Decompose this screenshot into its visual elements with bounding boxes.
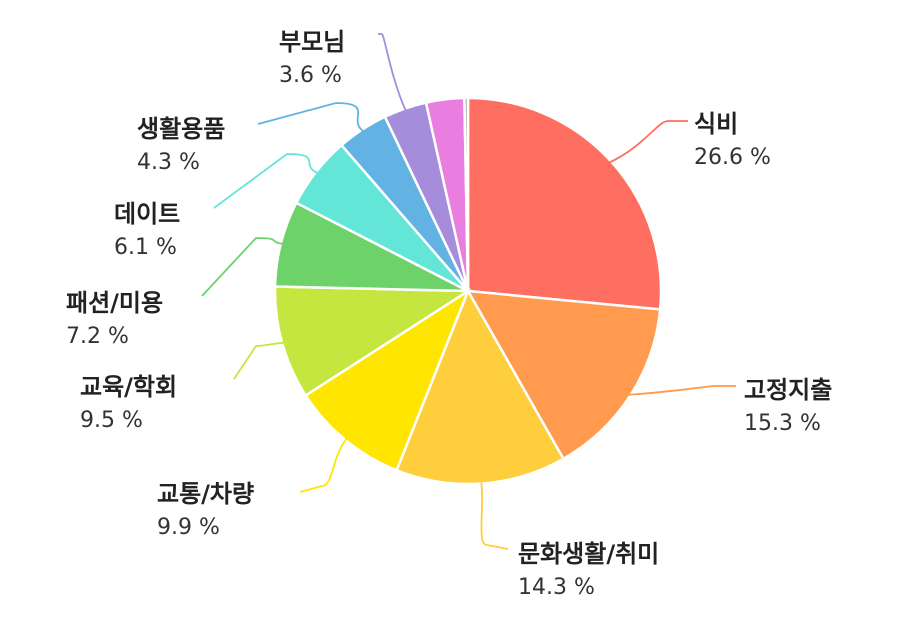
pie-slice — [465, 289, 662, 461]
leader-line — [257, 102, 364, 132]
leader-line — [628, 385, 736, 396]
leader-line — [378, 33, 407, 111]
slice-percent-label: 15.3 % — [744, 411, 821, 436]
slice-label: 교육/학회 — [80, 373, 177, 401]
pie-slice — [466, 96, 663, 311]
slice-percent-label: 14.3 % — [518, 575, 595, 600]
leader-line — [299, 437, 348, 493]
slice-percent-label: 6.1 % — [114, 235, 177, 260]
slice-label: 교통/차량 — [157, 480, 254, 508]
slice-percent-label: 3.6 % — [279, 63, 342, 88]
slice-percent-label: 9.5 % — [80, 408, 143, 433]
leader-line — [480, 481, 509, 550]
slice-label: 생활용품 — [137, 115, 225, 143]
leader-line — [213, 153, 319, 209]
pie-slices — [273, 96, 663, 486]
slice-percent-label: 9.9 % — [157, 515, 220, 540]
leader-line — [609, 120, 688, 164]
slice-labels: 식비 26.6 % 고정지출 15.3 % 문화생활/취미 14.3 % 교통/차량 9.9 … — [66, 28, 832, 600]
slice-label: 고정지출 — [744, 376, 832, 404]
slice-percent-label: 4.3 % — [137, 150, 200, 175]
slice-percent-label: 7.2 % — [66, 324, 129, 349]
pie-slice — [463, 96, 470, 292]
slice-label: 데이트 — [114, 200, 180, 228]
leader-lines — [201, 33, 736, 550]
slice-label: 패션/미용 — [66, 289, 163, 317]
slice-label: 식비 — [694, 110, 738, 138]
slice-label: 부모님 — [279, 28, 345, 56]
leader-line — [201, 237, 284, 297]
slice-label: 문화생활/취미 — [518, 540, 659, 568]
slice-percent-label: 26.6 % — [694, 145, 771, 170]
leader-line — [233, 341, 285, 380]
